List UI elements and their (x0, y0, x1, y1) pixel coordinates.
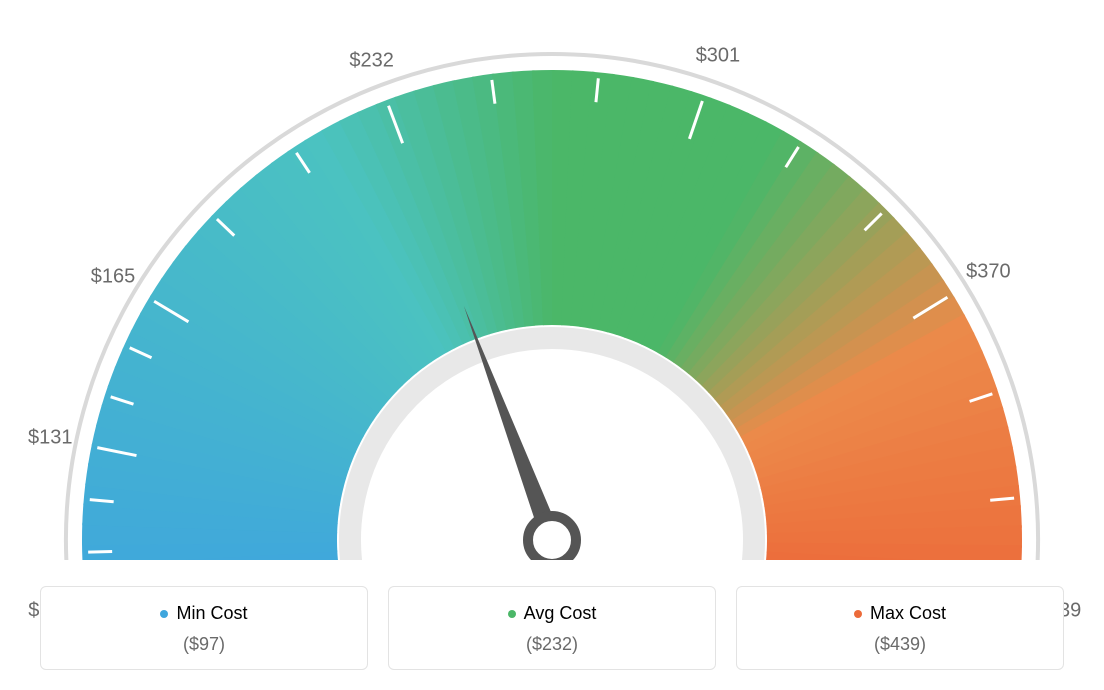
cost-gauge-container: $97$131$165$232$301$370$439 Min Cost ($9… (0, 0, 1104, 690)
gauge-tick-label: $165 (91, 265, 136, 288)
legend-card-min: Min Cost ($97) (40, 586, 368, 670)
dot-icon (508, 610, 516, 618)
legend-row: Min Cost ($97) Avg Cost ($232) Max Cost … (40, 586, 1064, 670)
gauge-chart: $97$131$165$232$301$370$439 (0, 0, 1104, 560)
legend-card-max: Max Cost ($439) (736, 586, 1064, 670)
legend-max-value: ($439) (737, 634, 1063, 655)
gauge-tick-label: $370 (966, 261, 1011, 284)
legend-label-min: Min Cost (160, 603, 247, 624)
dot-icon (160, 610, 168, 618)
legend-min-text: Min Cost (176, 603, 247, 624)
legend-avg-text: Avg Cost (524, 603, 597, 624)
legend-label-avg: Avg Cost (508, 603, 597, 624)
legend-label-max: Max Cost (854, 603, 946, 624)
legend-card-avg: Avg Cost ($232) (388, 586, 716, 670)
gauge-tick-label: $232 (349, 49, 394, 72)
dot-icon (854, 610, 862, 618)
legend-min-value: ($97) (41, 634, 367, 655)
legend-max-text: Max Cost (870, 603, 946, 624)
gauge-tick-label: $301 (696, 44, 741, 67)
gauge-tick-label: $131 (28, 427, 73, 450)
legend-avg-value: ($232) (389, 634, 715, 655)
